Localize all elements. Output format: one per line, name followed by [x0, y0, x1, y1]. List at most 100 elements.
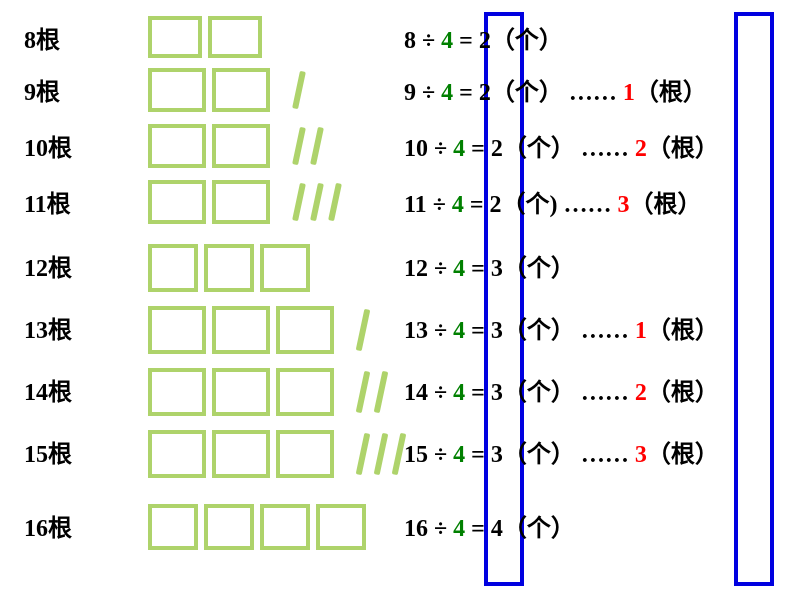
remainder-unit: （根） — [647, 442, 719, 468]
equals-sign: = — [465, 256, 491, 282]
highlight-bar — [734, 12, 774, 586]
matchstick-square — [148, 180, 206, 224]
row-shapes — [148, 306, 366, 354]
equals-sign: = — [465, 380, 491, 406]
equals-sign: = — [465, 516, 491, 542]
quotient-unit: （个） — [503, 380, 575, 406]
row-label: 14根 — [24, 372, 72, 407]
quotient: 2 — [479, 80, 491, 106]
remainder-unit: （根） — [630, 192, 702, 218]
divide-sign: ÷ — [428, 256, 453, 282]
matchstick-square — [212, 430, 270, 478]
quotient-unit: （个） — [503, 136, 575, 162]
dividend: 14 — [404, 380, 428, 406]
divisor: 4 — [453, 442, 465, 468]
equals-sign: = — [465, 136, 491, 162]
division-equation: 10 ÷ 4 = 2（个） …… 2（根） — [404, 128, 719, 163]
matchstick-square — [148, 504, 198, 550]
divide-sign: ÷ — [416, 28, 441, 54]
matchstick-square — [148, 430, 206, 478]
row-label: 9根 — [24, 72, 60, 107]
row-shapes — [148, 16, 262, 58]
divisor: 4 — [453, 516, 465, 542]
divide-sign: ÷ — [427, 192, 452, 218]
matchstick — [356, 371, 371, 413]
equals-sign: = — [465, 442, 491, 468]
matchstick-square — [276, 430, 334, 478]
row-label: 8根 — [24, 20, 60, 55]
matchstick-square — [276, 306, 334, 354]
matchstick-square — [148, 68, 206, 112]
row-shapes — [148, 124, 320, 168]
division-equation: 8 ÷ 4 = 2（个） — [404, 20, 563, 55]
division-equation: 16 ÷ 4 = 4（个） — [404, 508, 575, 543]
matchstick — [356, 309, 371, 351]
quotient: 4 — [491, 516, 503, 542]
remainder-unit: （根） — [635, 80, 707, 106]
matchstick-square — [148, 306, 206, 354]
matchstick-square — [148, 368, 206, 416]
remainder: 1 — [623, 80, 635, 106]
quotient: 3 — [491, 256, 503, 282]
remainder: 2 — [635, 380, 647, 406]
row-shapes — [148, 68, 302, 112]
remainder-dots: …… — [558, 192, 618, 218]
matchstick-square — [204, 504, 254, 550]
divide-sign: ÷ — [416, 80, 441, 106]
matchstick-square — [204, 244, 254, 292]
equals-sign: = — [453, 80, 479, 106]
matchstick-square — [148, 244, 198, 292]
equals-sign: = — [464, 192, 490, 218]
dividend: 9 — [404, 80, 416, 106]
dividend: 12 — [404, 256, 428, 282]
remainder-dots: …… — [575, 318, 635, 344]
quotient-unit: （个） — [491, 28, 563, 54]
matchstick-square — [212, 368, 270, 416]
remainder-dots: …… — [575, 136, 635, 162]
divide-sign: ÷ — [428, 516, 453, 542]
matchstick-square — [212, 124, 270, 168]
quotient: 3 — [491, 318, 503, 344]
matchstick-square — [316, 504, 366, 550]
quotient-unit: （个） — [503, 442, 575, 468]
matchstick-square — [212, 68, 270, 112]
matchstick-square — [276, 368, 334, 416]
row-shapes — [148, 430, 402, 478]
division-equation: 9 ÷ 4 = 2（个） …… 1（根） — [404, 72, 707, 107]
remainder-unit: （根） — [647, 380, 719, 406]
dividend: 8 — [404, 28, 416, 54]
row-shapes — [148, 180, 338, 224]
row-label: 12根 — [24, 248, 72, 283]
matchstick — [292, 71, 306, 109]
division-equation: 12 ÷ 4 = 3（个） — [404, 248, 575, 283]
matchstick-square — [212, 180, 270, 224]
matchstick-square — [148, 124, 206, 168]
matchstick — [292, 183, 306, 221]
remainder-dots: …… — [575, 442, 635, 468]
matchstick — [374, 371, 389, 413]
matchstick — [328, 183, 342, 221]
dividend: 15 — [404, 442, 428, 468]
divisor: 4 — [452, 192, 464, 218]
quotient: 2 — [490, 192, 502, 218]
row-label: 13根 — [24, 310, 72, 345]
row-label: 11根 — [24, 184, 71, 219]
remainder: 3 — [618, 192, 630, 218]
divisor: 4 — [453, 256, 465, 282]
divisor: 4 — [441, 28, 453, 54]
divisor: 4 — [453, 318, 465, 344]
matchstick-square — [212, 306, 270, 354]
quotient-unit: （个) — [502, 192, 558, 218]
dividend: 11 — [404, 192, 427, 218]
dividend: 10 — [404, 136, 428, 162]
remainder-unit: （根） — [647, 136, 719, 162]
divisor: 4 — [453, 380, 465, 406]
divide-sign: ÷ — [428, 318, 453, 344]
row-shapes — [148, 368, 384, 416]
row-label: 15根 — [24, 434, 72, 469]
division-equation: 11 ÷ 4 = 2（个) …… 3（根） — [404, 184, 702, 219]
remainder-unit: （根） — [647, 318, 719, 344]
divide-sign: ÷ — [428, 442, 453, 468]
division-equation: 14 ÷ 4 = 3（个） …… 2（根） — [404, 372, 719, 407]
quotient-unit: （个） — [503, 318, 575, 344]
